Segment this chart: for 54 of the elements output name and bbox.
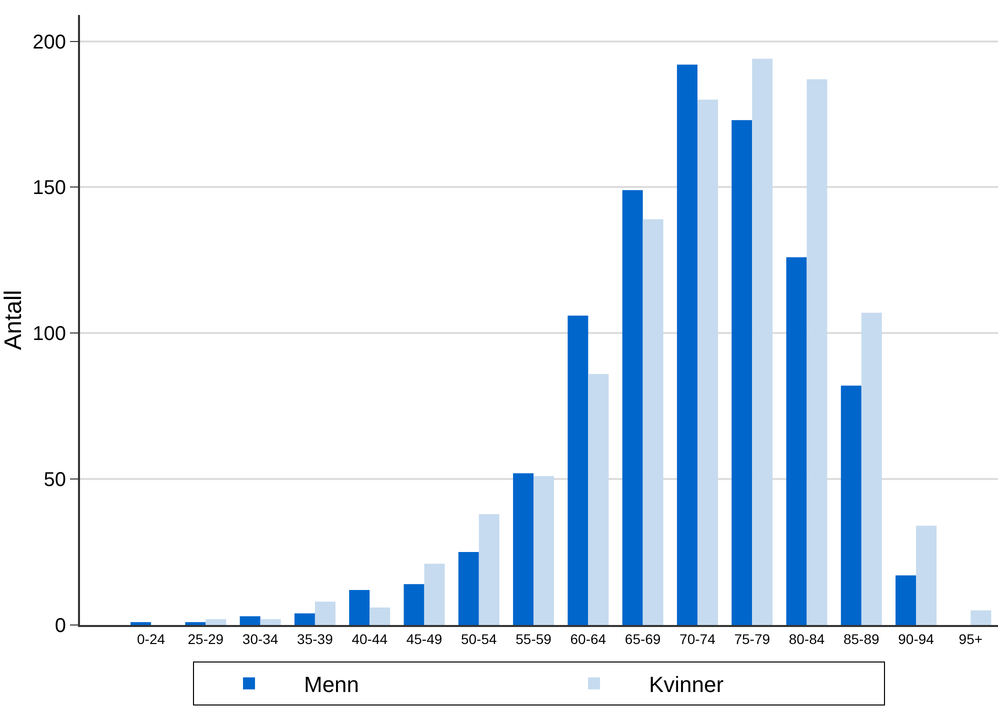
bar <box>534 476 554 625</box>
y-tick-label: 100 <box>32 323 66 346</box>
x-tick-label: 25-29 <box>188 630 224 647</box>
x-tick-label: 75-79 <box>734 630 770 647</box>
legend-label: Menn <box>304 672 360 697</box>
bar <box>185 622 206 625</box>
bar <box>294 613 315 625</box>
x-tick-label: 55-59 <box>516 630 552 647</box>
bar <box>861 312 882 625</box>
bar <box>676 64 698 625</box>
x-tick-label: 0-24 <box>137 630 166 647</box>
bar <box>513 473 534 625</box>
bar <box>697 100 718 625</box>
y-axis-title: Antall <box>0 290 27 350</box>
x-tick-label: 45-49 <box>406 630 442 647</box>
bar <box>370 607 390 625</box>
bar <box>642 219 664 625</box>
y-tick-label: 0 <box>54 615 66 637</box>
bar <box>752 58 773 625</box>
bar <box>622 190 643 625</box>
x-tick-label: 65-69 <box>624 630 661 647</box>
bar <box>314 602 336 625</box>
bar <box>240 616 260 625</box>
x-tick-label: 60-64 <box>570 630 606 647</box>
bar <box>206 619 226 625</box>
x-tick-label: 85-89 <box>843 630 880 647</box>
bar <box>349 590 370 625</box>
bar <box>260 619 281 625</box>
bar <box>588 374 609 625</box>
bar <box>806 79 828 625</box>
bar <box>130 622 152 625</box>
legend-label: Kvinner <box>649 672 724 697</box>
x-tick-label: 80-84 <box>788 630 825 647</box>
x-tick-label: 40-44 <box>352 630 388 647</box>
bar <box>404 584 424 625</box>
x-tick-label: 95+ <box>958 630 983 647</box>
x-tick-label: 50-54 <box>460 630 498 647</box>
x-tick-label: 35-39 <box>297 630 334 647</box>
bar <box>458 552 479 625</box>
bar <box>786 257 807 625</box>
bar <box>970 610 992 625</box>
x-tick-label: 30-34 <box>242 630 278 647</box>
bar <box>840 386 862 625</box>
x-tick-label: 70-74 <box>680 630 716 647</box>
bar <box>568 316 588 625</box>
bar <box>896 575 916 625</box>
y-tick-label: 150 <box>32 177 66 200</box>
y-tick-label: 200 <box>32 31 66 54</box>
bar <box>732 120 752 625</box>
y-tick-label: 50 <box>44 469 66 492</box>
bar <box>424 564 445 625</box>
bar <box>478 514 500 625</box>
x-tick-label: 90-94 <box>898 630 934 647</box>
bar <box>916 526 937 625</box>
